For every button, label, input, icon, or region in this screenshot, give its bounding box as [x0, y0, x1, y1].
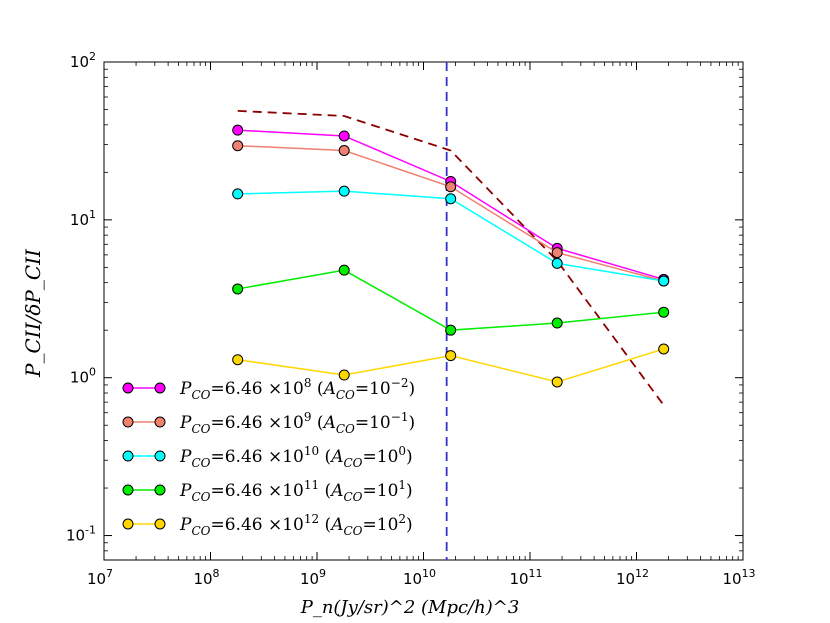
y-tick-label: 100: [70, 366, 96, 387]
legend-marker: [122, 382, 134, 394]
x-tick-label: 108: [193, 567, 219, 588]
x-tick-label: 1011: [509, 567, 542, 588]
series-point-1: [338, 130, 350, 142]
series-point-3: [445, 193, 457, 205]
x-tick-label: 1010: [403, 567, 436, 588]
x-tick-label: 109: [300, 567, 326, 588]
series-point-2: [232, 140, 244, 152]
legend-marker: [154, 450, 166, 462]
reference-dashed-line: [237, 110, 665, 406]
y-tick-label: 101: [70, 208, 96, 229]
series-point-4: [658, 306, 670, 318]
legend-marker: [122, 518, 134, 530]
series-point-1: [232, 124, 244, 136]
lines-layer: [232, 62, 670, 560]
y-tick-label: 102: [70, 50, 96, 71]
series-point-4: [551, 317, 563, 329]
plot-frame: [103, 61, 744, 561]
legend-label: PCO=6.46 ×109 (ACO=10−1): [179, 410, 415, 436]
series-point-2: [338, 145, 350, 157]
series-point-5: [338, 369, 350, 381]
legend-marker: [122, 450, 134, 462]
series-point-5: [232, 354, 244, 366]
legend: PCO=6.46 ×108 (ACO=10−2) PCO=6.46 ×109 (A…: [122, 376, 415, 538]
legend-marker: [154, 416, 166, 428]
series-point-5: [551, 376, 563, 388]
legend-label: PCO=6.46 ×108 (ACO=10−2): [179, 376, 415, 402]
legend-marker: [154, 382, 166, 394]
series-point-2: [551, 247, 563, 259]
series-point-5: [445, 350, 457, 362]
series-point-2: [445, 181, 457, 193]
y-tick-label: 10-1: [66, 524, 96, 545]
legend-marker: [154, 518, 166, 530]
series-point-3: [551, 257, 563, 269]
series-point-3: [658, 275, 670, 287]
x-tick-label: 107: [87, 567, 113, 588]
legend-label: PCO=6.46 ×1012 (ACO=102): [179, 512, 413, 538]
series-point-3: [232, 188, 244, 200]
series-point-4: [338, 264, 350, 276]
series-point-4: [232, 283, 244, 295]
legend-label: PCO=6.46 ×1010 (ACO=100): [179, 444, 413, 470]
legend-marker: [122, 416, 134, 428]
y-axis-label: P_CII/δP_CII: [21, 248, 45, 378]
x-tick-label: 1013: [722, 567, 755, 588]
legend-marker: [122, 484, 134, 496]
x-tick-label: 1012: [616, 567, 649, 588]
series-point-4: [445, 324, 457, 336]
series-point-3: [338, 185, 350, 197]
legend-label: PCO=6.46 ×1011 (ACO=101): [179, 478, 413, 504]
series-point-5: [658, 343, 670, 355]
ticks-layer: 107 108 109 1010 1011 1012 1013 10-1 100 101 102: [66, 50, 756, 588]
x-axis-label: P_n(Jy/sr)^2 (Mpc/h)^3: [300, 597, 520, 618]
legend-marker: [154, 484, 166, 496]
